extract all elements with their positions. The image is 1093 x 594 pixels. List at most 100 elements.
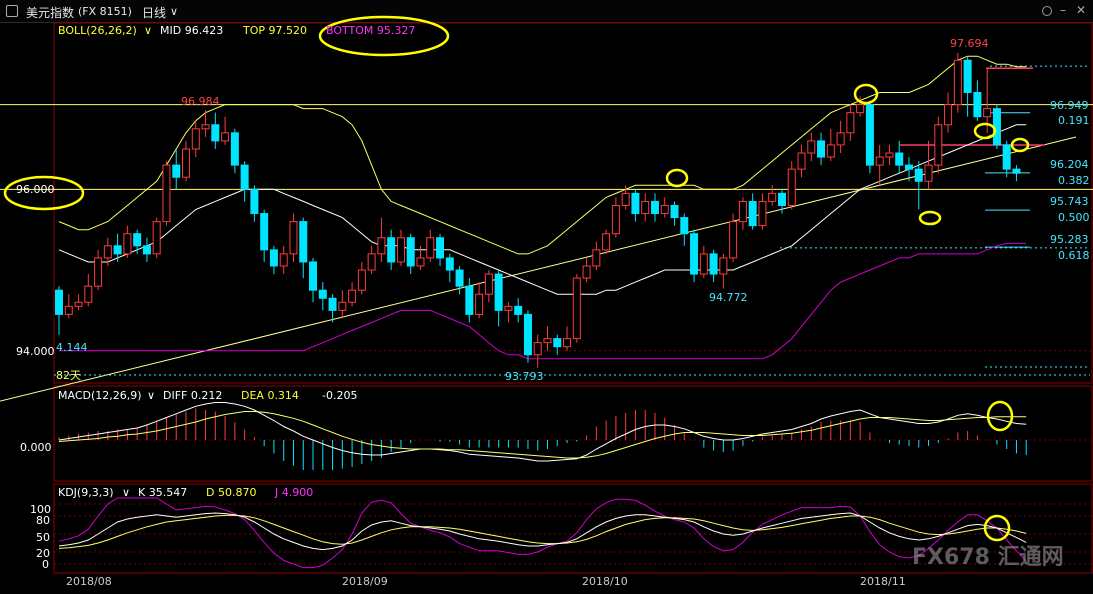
candle-body-55 [592,249,601,267]
annotation-low-main: 93.793 [505,370,544,383]
candle-body-48 [523,313,532,356]
candle-body-73 [768,192,777,202]
fib-price-0500: 95.743 [1050,195,1089,208]
minimize-icon[interactable]: – [1060,3,1066,17]
candle-body-70 [738,200,747,223]
period-selector[interactable]: 日线 [142,6,167,20]
candle-body-72 [758,200,767,227]
candle-body-27 [318,289,327,299]
restore-icon[interactable] [1042,6,1052,16]
fib-ratio-0382: 0.382 [1058,174,1090,187]
candle-body-1 [64,305,73,315]
candle-body-25 [299,221,308,263]
trendline [0,136,1077,402]
highlight-macd-cross [986,400,1014,432]
boll-dropdown-icon[interactable]: ∨ [144,24,153,37]
y-tick-94: 94.000 [16,345,55,358]
candle-body-77 [807,140,816,154]
kdj-tick-50: 50 [36,531,50,544]
candle-body-92 [953,59,962,106]
window-menu-icon[interactable] [6,5,18,20]
boll-mid-value: MID 96.423 [160,24,224,37]
fib-ratio-0500: 0.500 [1058,211,1090,224]
candle-body-52 [563,338,572,348]
candle-body-43 [475,293,484,315]
candle-body-79 [826,144,835,158]
boll-label[interactable]: BOLL(26,26,2) [58,24,137,37]
candle-body-15 [201,124,210,130]
highlight-boll-bottom [318,15,450,57]
candle-body-10 [152,221,161,255]
candle-body-75 [787,168,796,206]
macd-dea-value: DEA 0.314 [241,389,299,402]
candle-body-36 [406,237,415,267]
highlight-96-tick [3,175,85,211]
macd-dropdown-icon[interactable]: ∨ [147,389,156,402]
candle-body-35 [396,237,405,263]
candle-body-80 [836,132,845,146]
fib-price-0618: 95.283 [1050,233,1089,246]
candle-body-91 [944,104,953,126]
period-dropdown-icon[interactable]: ∨ [170,5,179,18]
date-tick-2018-11: 2018/11 [860,575,906,588]
fib-price-0382: 96.204 [1050,158,1089,171]
candle-body-54 [582,265,591,279]
kdj-j-value: J 4.900 [275,486,314,499]
candle-body-19 [240,164,249,190]
candle-body-53 [572,277,581,340]
annotation-high-left: 96.984 [181,95,220,108]
annotation-high-right: 97.694 [950,37,989,50]
candle-body-56 [602,233,611,251]
candle-body-32 [367,253,376,271]
kdj-dropdown-icon[interactable]: ∨ [122,486,131,499]
macd-label[interactable]: MACD(12,26,9) [58,389,142,402]
candle-body-58 [621,192,630,206]
instrument-code: (FX 8151) [78,5,132,18]
fib-ratio-0618: 0.618 [1058,249,1090,262]
candle-body-29 [338,301,347,311]
candle-body-63 [670,204,679,219]
candle-body-87 [904,164,913,170]
candle-body-64 [680,217,689,235]
candle-body-30 [348,289,357,303]
candle-body-93 [963,59,972,93]
annotation-mid-low: 94.772 [709,291,748,304]
boll-bottom-line [59,242,1027,360]
candle-body-21 [260,213,269,251]
candle-body-28 [328,297,337,311]
macd-histogram-value: -0.205 [322,389,358,402]
candle-body-0 [55,289,63,315]
candle-body-50 [543,338,552,344]
candle-body-68 [719,257,728,275]
candle-body-2 [74,301,83,307]
candle-body-18 [230,132,239,166]
kdj-tick-0: 0 [42,558,49,571]
candle-body-69 [729,221,738,259]
boll-bottom-value: BOTTOM 95.327 [326,24,416,37]
candle-body-67 [709,253,718,275]
candle-body-85 [885,152,894,158]
candle-body-71 [748,200,757,227]
candle-body-57 [611,204,620,235]
highlight-nov-mid [1010,137,1030,153]
candle-body-46 [504,305,513,311]
candle-body-26 [309,261,318,291]
candle-body-13 [182,148,191,178]
annotation-days: 82天 [56,369,81,382]
kdj-panel-frame [53,483,1093,574]
candle-body-44 [484,273,493,295]
boll-top-value: TOP 97.520 [243,24,307,37]
candle-body-90 [934,124,943,166]
candle-body-38 [426,237,435,259]
candle-body-14 [191,128,200,150]
candle-body-51 [553,338,562,348]
close-icon[interactable]: ✕ [1076,3,1087,17]
highlight-oct-high [665,168,689,188]
watermark-logo: FX678 汇通网 [912,545,1064,570]
candle-body-5 [103,245,112,259]
candle-body-37 [416,257,425,267]
candle-body-40 [445,257,454,271]
kdj-label[interactable]: KDJ(9,3,3) [58,486,114,499]
annotation-low-left: 4.144 [56,341,88,354]
